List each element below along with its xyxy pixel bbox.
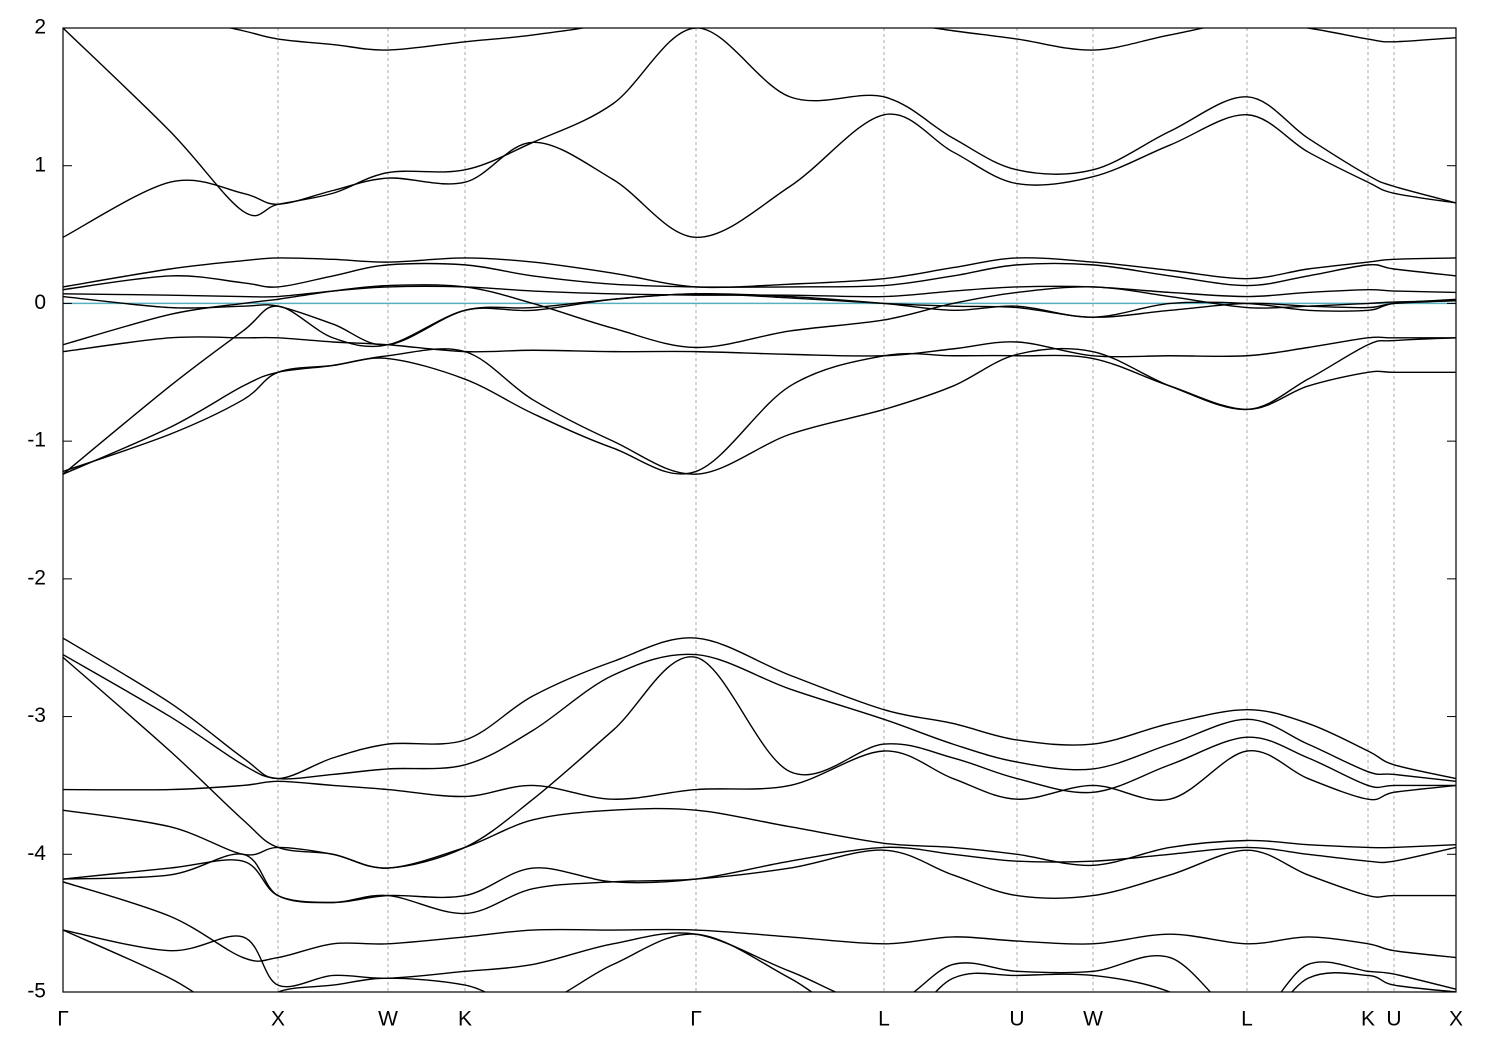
band-line <box>63 284 1456 349</box>
plot-frame <box>62 27 1457 993</box>
x-tick-label: L <box>1241 1008 1253 1031</box>
bands <box>63 28 1456 992</box>
band-line <box>63 28 1456 217</box>
x-tick-label: Γ <box>690 1008 702 1031</box>
band-line <box>63 337 1456 475</box>
x-tick-label: K <box>1361 1008 1375 1031</box>
band-line <box>63 653 1456 782</box>
band-line <box>63 656 1456 869</box>
band-line <box>63 285 1456 298</box>
x-tick-label: U <box>1386 1008 1401 1031</box>
x-tick-label: W <box>378 1008 398 1031</box>
band-line <box>63 881 1456 962</box>
band-line <box>63 257 1456 289</box>
x-tick-label: X <box>1449 1008 1463 1031</box>
band-line <box>63 750 1456 801</box>
x-tick-label: X <box>271 1008 285 1031</box>
y-tick-label: -2 <box>27 566 46 589</box>
band-line <box>63 262 1456 291</box>
band-line <box>63 293 1456 475</box>
band-line <box>63 807 1456 869</box>
y-tick-label: -4 <box>27 842 46 865</box>
y-tick-label: -3 <box>27 704 46 727</box>
band-line <box>63 336 1456 358</box>
x-tick-label: U <box>1009 1008 1024 1031</box>
band-line <box>227 28 1456 51</box>
y-tick-label: 0 <box>34 291 46 314</box>
band-line <box>63 929 1456 992</box>
band-line <box>63 352 1456 475</box>
x-tick-label: Γ <box>57 1008 69 1031</box>
x-tick-label: W <box>1083 1008 1103 1031</box>
y-tick-label: -1 <box>27 429 46 452</box>
band-line <box>63 849 1456 915</box>
y-tick-label: 1 <box>34 153 46 176</box>
y-tick-label: -5 <box>27 980 46 1003</box>
x-tick-label: K <box>458 1008 472 1031</box>
x-tick-label: L <box>878 1008 890 1031</box>
band-line <box>63 929 1456 992</box>
y-tick-label: 2 <box>34 16 46 39</box>
